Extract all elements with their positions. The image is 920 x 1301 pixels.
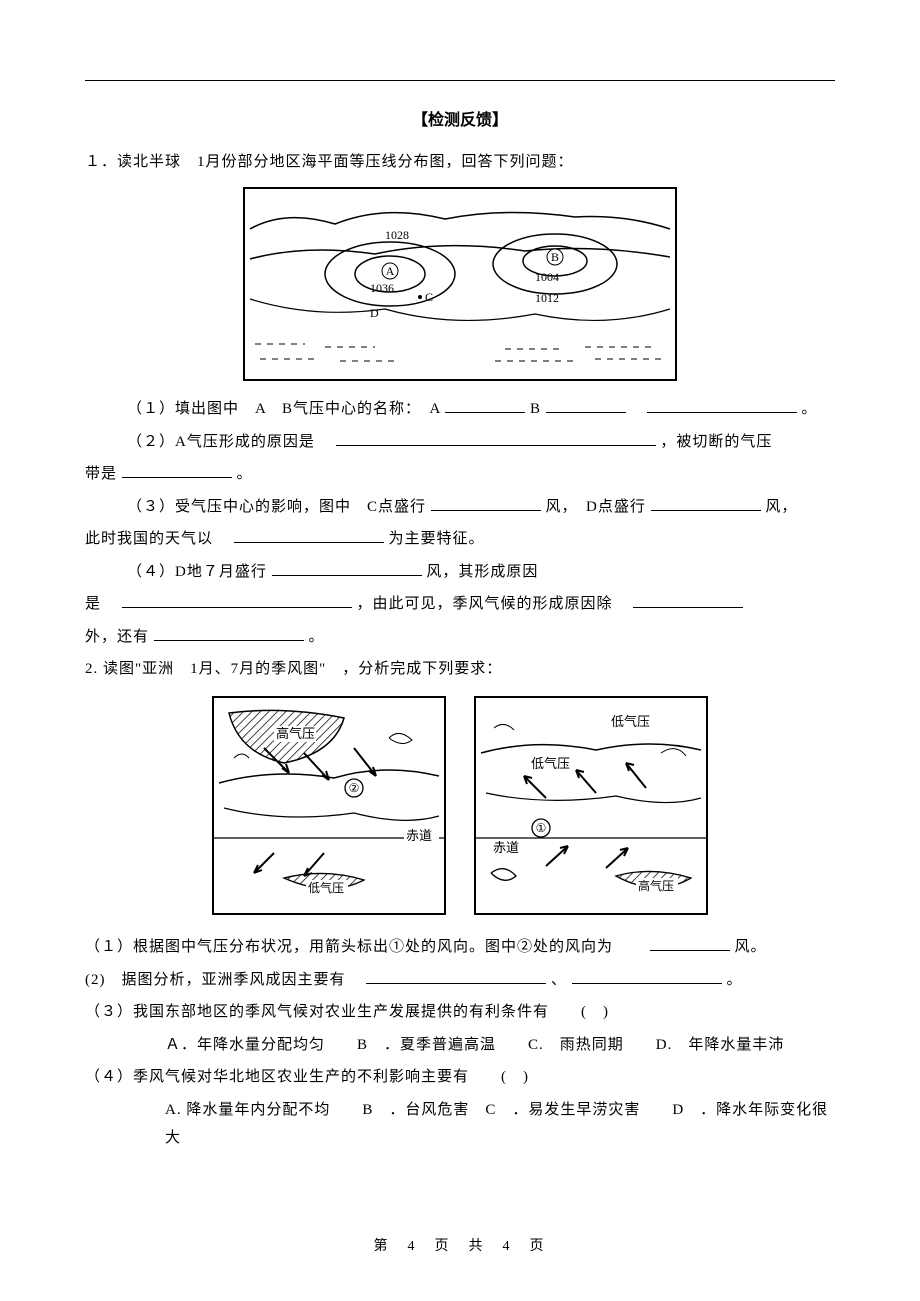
- q1-3-b: 风， D点盛行: [546, 499, 646, 515]
- q1-3-cont: 此时我国的天气以 为主要特征。: [85, 525, 835, 554]
- q1-2-a: （２）A气压形成的原因是: [127, 434, 315, 450]
- q1-4-c: 是: [85, 596, 101, 612]
- blank[interactable]: [122, 593, 352, 608]
- map2l-equator: 赤道: [406, 828, 432, 843]
- q2-1: （１）根据图中气压分布状况，用箭头标出①处的风向。图中②处的风向为 风。: [85, 933, 835, 962]
- q1-3-d: 此时我国的天气以: [85, 531, 213, 547]
- q1-4-d: ，由此可见，季风气候的形成原因除: [357, 596, 613, 612]
- q1-4-b: 风，其形成原因: [426, 564, 538, 580]
- q1-4-a: （４）D地７月盛行: [127, 564, 267, 580]
- q1-2-b: ，被切断的气压: [660, 434, 772, 450]
- q1-2-c: 带是: [85, 466, 117, 482]
- blank[interactable]: [234, 528, 384, 543]
- q1-1-end: 。: [801, 401, 817, 417]
- map2-circ1: ①: [536, 821, 547, 835]
- blank[interactable]: [546, 398, 626, 413]
- map2r-high: 高气压: [638, 878, 674, 893]
- q1-intro: １．读北半球 1月份部分地区海平面等压线分布图，回答下列问题：: [85, 148, 835, 177]
- map2l-high: 高气压: [276, 726, 315, 741]
- map1-label-A: A: [386, 264, 395, 278]
- q1-4-cont2: 外，还有 。: [85, 623, 835, 652]
- q2-4: （４）季风气候对华北地区农业生产的不利影响主要有 ( ): [85, 1063, 835, 1092]
- figure2-right: 低气压 低气压 赤道 ① 高气压: [474, 696, 708, 916]
- map2l-low: 低气压: [308, 880, 344, 895]
- page-number: 第 4 页 共 4 页: [0, 1234, 920, 1261]
- q2-2-end: 。: [727, 972, 743, 988]
- figure1-wrap: A B C D 1028 1036 1004 1012: [85, 187, 835, 382]
- q1-2-end: 。: [237, 466, 253, 482]
- figure2-left: 高气压 赤道 ② 低气压: [212, 696, 446, 916]
- q2-2-a: (2) 据图分析，亚洲季风成因主要有: [85, 972, 346, 988]
- blank[interactable]: [431, 496, 541, 511]
- map2r-low2: 低气压: [531, 756, 570, 771]
- section-title: 【检测反馈】: [85, 106, 835, 136]
- blank[interactable]: [122, 463, 232, 478]
- q1-4-end: 。: [309, 629, 325, 645]
- q1-3-c: 风，: [765, 499, 797, 515]
- q2-3: （３）我国东部地区的季风气候对农业生产发展提供的有利条件有 ( ): [85, 998, 835, 1027]
- map1-iso-1004: 1004: [535, 270, 559, 284]
- q2-intro: 2. 读图"亚洲 1月、7月的季风图" ，分析完成下列要求：: [85, 655, 835, 684]
- q1-1-a: （１）填出图中 A B气压中心的名称： A: [127, 401, 441, 417]
- blank[interactable]: [336, 431, 656, 446]
- map1-iso-1012: 1012: [535, 291, 559, 305]
- blank[interactable]: [650, 936, 730, 951]
- blank[interactable]: [572, 969, 722, 984]
- blank[interactable]: [445, 398, 525, 413]
- map1-iso-1036: 1036: [370, 281, 394, 295]
- map1-label-C: C: [425, 290, 433, 304]
- q1-1-b: B: [530, 401, 541, 417]
- blank[interactable]: [651, 496, 761, 511]
- q1-3: （３）受气压中心的影响，图中 C点盛行 风， D点盛行 风，: [85, 493, 835, 522]
- q1-3-e: 为主要特征。: [389, 531, 485, 547]
- q2-3-opts: Ａ．年降水量分配均匀 B ．夏季普遍高温 C. 雨热同期 D. 年降水量丰沛: [85, 1031, 835, 1060]
- q2-1-a: （１）根据图中气压分布状况，用箭头标出①处的风向。图中②处的风向为: [85, 939, 613, 955]
- map1-label-D: D: [370, 306, 379, 320]
- blank[interactable]: [272, 561, 422, 576]
- blank[interactable]: [154, 626, 304, 641]
- q2-2-b: 、: [551, 972, 567, 988]
- q1-4-cont1: 是 ，由此可见，季风气候的形成原因除: [85, 590, 835, 619]
- map2r-equator: 赤道: [493, 840, 519, 855]
- figure2-wrap: 高气压 赤道 ② 低气压: [85, 696, 835, 916]
- map1-iso-1028: 1028: [385, 228, 409, 242]
- map2-circ2: ②: [349, 781, 360, 795]
- map1-label-B: B: [551, 250, 559, 264]
- top-rule: [85, 80, 835, 81]
- q1-3-a: （３）受气压中心的影响，图中 C点盛行: [127, 499, 426, 515]
- figure1-box: A B C D 1028 1036 1004 1012: [243, 187, 677, 382]
- q1-4-e: 外，还有: [85, 629, 149, 645]
- map2-right-svg: 低气压 低气压 赤道 ① 高气压: [476, 698, 706, 903]
- q2-4-opts: A. 降水量年内分配不均 B ．台风危害 C ．易发生早涝灾害 D ．降水年际变…: [85, 1096, 835, 1153]
- q2-2: (2) 据图分析，亚洲季风成因主要有 、 。: [85, 966, 835, 995]
- q1-1: （１）填出图中 A B气压中心的名称： A B 。: [85, 395, 835, 424]
- map1-svg: A B C D 1028 1036 1004 1012: [245, 189, 675, 369]
- map2r-low: 低气压: [611, 714, 650, 729]
- q2-1-b: 风。: [735, 939, 767, 955]
- q1-4: （４）D地７月盛行 风，其形成原因: [85, 558, 835, 587]
- blank[interactable]: [647, 398, 797, 413]
- blank[interactable]: [366, 969, 546, 984]
- q1-2-cont: 带是 。: [85, 460, 835, 489]
- blank[interactable]: [633, 593, 743, 608]
- map2-left-svg: 高气压 赤道 ② 低气压: [214, 698, 444, 903]
- q1-2: （２）A气压形成的原因是 ，被切断的气压: [85, 428, 835, 457]
